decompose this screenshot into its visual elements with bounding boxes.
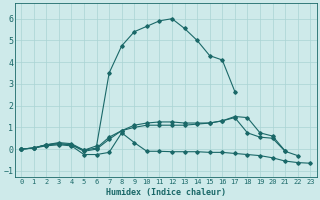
X-axis label: Humidex (Indice chaleur): Humidex (Indice chaleur) [106, 188, 226, 197]
